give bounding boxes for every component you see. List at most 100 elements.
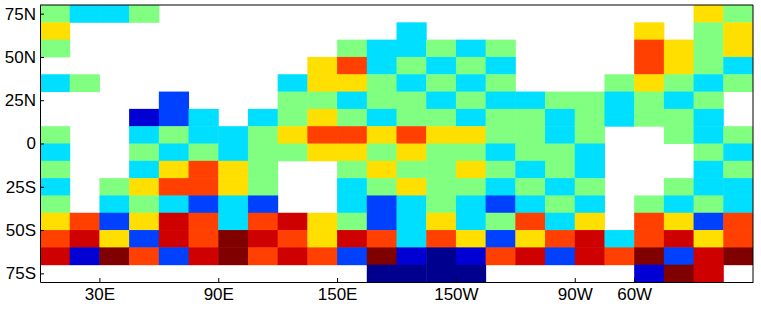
cell: [307, 247, 337, 265]
cell: [723, 5, 753, 23]
cell: [129, 178, 159, 196]
cell: [634, 195, 664, 213]
cell: [486, 230, 516, 248]
cell: [129, 230, 159, 248]
cell: [664, 40, 694, 58]
cell: [456, 195, 486, 213]
tick: 25N: [5, 91, 44, 110]
cell: [40, 213, 70, 231]
cell: [456, 247, 486, 265]
cell: [486, 144, 516, 162]
cell: [426, 92, 456, 110]
cell: [397, 57, 427, 75]
cell: [367, 178, 397, 196]
cell: [486, 40, 516, 58]
cell: [456, 161, 486, 179]
cell: [664, 247, 694, 265]
cell: [515, 126, 545, 144]
cell: [575, 161, 605, 179]
cell: [515, 178, 545, 196]
chart: 30E90E150E150W90W60W75N50N25N025S50S75S: [0, 0, 761, 322]
cell: [99, 213, 129, 231]
cell: [337, 74, 367, 92]
cell: [545, 247, 575, 265]
cell: [694, 40, 724, 58]
cell: [426, 74, 456, 92]
cell: [40, 126, 70, 144]
cell: [545, 92, 575, 110]
cell: [486, 161, 516, 179]
cell: [248, 126, 278, 144]
cell: [664, 57, 694, 75]
cell: [278, 109, 308, 127]
cell: [426, 57, 456, 75]
cell: [486, 247, 516, 265]
cell: [248, 230, 278, 248]
cell: [159, 109, 189, 127]
cell: [694, 247, 724, 265]
cell: [694, 144, 724, 162]
cell: [456, 144, 486, 162]
cell: [189, 109, 219, 127]
cell: [575, 92, 605, 110]
cell: [664, 265, 694, 282]
cell: [218, 213, 248, 231]
cell: [426, 195, 456, 213]
cell: [397, 144, 427, 162]
cell: [129, 247, 159, 265]
cell: [664, 230, 694, 248]
cell: [367, 40, 397, 58]
cell: [129, 144, 159, 162]
frame: [40, 5, 753, 6]
cell: [604, 230, 634, 248]
tick: 0: [27, 134, 44, 153]
cell: [278, 230, 308, 248]
cell: [189, 126, 219, 144]
cell: [307, 230, 337, 248]
cell: [367, 247, 397, 265]
cell: [248, 247, 278, 265]
cell: [426, 247, 456, 265]
cell: [456, 92, 486, 110]
cell: [575, 144, 605, 162]
y-tick-label: 50N: [5, 48, 36, 67]
cell: [397, 126, 427, 144]
cell: [664, 109, 694, 127]
cell: [634, 213, 664, 231]
cell: [515, 92, 545, 110]
cell: [575, 195, 605, 213]
cell: [515, 144, 545, 162]
cell: [367, 57, 397, 75]
cell: [129, 195, 159, 213]
cell: [634, 92, 664, 110]
cell: [515, 109, 545, 127]
cell: [664, 74, 694, 92]
cell: [723, 247, 753, 265]
cell: [189, 230, 219, 248]
cell: [575, 213, 605, 231]
cell: [278, 74, 308, 92]
cell: [575, 178, 605, 196]
cell: [486, 92, 516, 110]
cell: [723, 213, 753, 231]
cell: [515, 161, 545, 179]
cell: [426, 178, 456, 196]
cell: [337, 178, 367, 196]
plot: 30E90E150E150W90W60W75N50N25N025S50S75S: [5, 5, 754, 304]
cell: [367, 109, 397, 127]
cell: [397, 40, 427, 58]
cell: [456, 178, 486, 196]
cell: [604, 92, 634, 110]
cell: [426, 40, 456, 58]
cell: [218, 230, 248, 248]
cell: [634, 247, 664, 265]
tick: 50S: [6, 221, 44, 240]
cell: [664, 195, 694, 213]
tick: 150W: [434, 278, 478, 304]
cell: [307, 144, 337, 162]
tick: 60W: [617, 278, 652, 304]
cell: [694, 126, 724, 144]
cell: [40, 74, 70, 92]
cell: [604, 109, 634, 127]
cell: [397, 265, 427, 282]
